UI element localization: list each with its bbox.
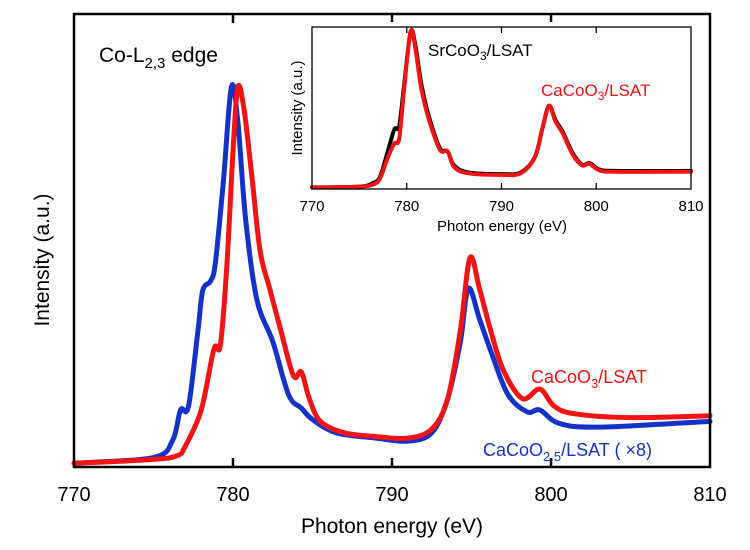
inset-plot: 770 780 790 800 810 Photon energy (eV) Inten… — [286, 22, 704, 242]
main-x-tick-label: 780 — [216, 484, 249, 506]
main-series-line-cacoo3-lsat — [71, 82, 713, 466]
legend-label-cacoo25-pre: CaCoO — [483, 440, 543, 460]
main-series-group — [71, 82, 713, 466]
inset-legend-label-srcoo3-sub: 3 — [480, 49, 487, 63]
main-x-tick-label: 800 — [534, 484, 567, 506]
inset-legend-label-cacoo3-pre: CaCoO — [541, 81, 598, 100]
inset-series-group — [310, 27, 693, 190]
main-x-tick-label: 770 — [57, 484, 90, 506]
legend-label-cacoo3-post: /LSAT — [598, 367, 647, 387]
inset-x-axis-label: Photon energy (eV) — [437, 218, 567, 235]
inset-x-tick-labels: 770 780 790 800 810 — [299, 198, 703, 215]
main-series-line-cacoo2-5-lsat-8- — [71, 82, 713, 466]
inset-y-axis-label: Intensity (a.u.) — [289, 60, 306, 155]
inset-legend-label-srcoo3: SrCoO3/LSAT — [428, 41, 533, 63]
legend-label-cacoo3-pre: CaCoO — [531, 367, 591, 387]
legend-label-cacoo25-sub: 2.5 — [543, 449, 561, 464]
inset-legend-label-srcoo3-post: /LSAT — [487, 41, 533, 60]
main-x-tick-label: 790 — [375, 484, 408, 506]
inset-x-tick-label: 800 — [584, 198, 609, 215]
inset-series-line-cacoo3-lsat — [310, 28, 693, 190]
inset-x-tick-label: 790 — [489, 198, 514, 215]
legend-label-cacoo25: CaCoO2.5/LSAT ( ×8) — [483, 440, 652, 464]
edge-annotation: Co-L2,3 edge — [99, 44, 218, 72]
edge-annotation-main: Co-L — [99, 44, 145, 67]
legend-label-cacoo3-sub: 3 — [591, 376, 598, 391]
main-y-axis-label: Intensity (a.u.) — [31, 193, 54, 326]
edge-annotation-sub: 2,3 — [145, 55, 166, 72]
inset-x-tick-label: 780 — [394, 198, 419, 215]
edge-annotation-tail: edge — [165, 44, 218, 67]
inset-legend-label-cacoo3: CaCoO3/LSAT — [541, 81, 650, 103]
main-plot: 770 780 790 800 810 Photon energy (eV) Inten… — [31, 12, 727, 538]
inset-legend-label-srcoo3-pre: SrCoO — [428, 41, 480, 60]
inset-legend-label-cacoo3-sub: 3 — [598, 89, 605, 103]
main-x-axis-label: Photon energy (eV) — [301, 515, 483, 538]
inset-x-ticks — [406, 27, 597, 189]
inset-background — [286, 22, 704, 242]
main-x-ticks — [231, 14, 553, 467]
main-x-tick-labels: 770 780 790 800 810 — [57, 484, 726, 506]
inset-x-tick-label: 810 — [678, 198, 703, 215]
inset-legend-label-cacoo3-post: /LSAT — [604, 81, 650, 100]
inset-x-tick-label: 770 — [299, 198, 324, 215]
legend-label-cacoo25-post: /LSAT ( ×8) — [561, 440, 652, 460]
main-x-tick-label: 810 — [693, 484, 726, 506]
legend-label-cacoo3: CaCoO3/LSAT — [531, 367, 647, 391]
